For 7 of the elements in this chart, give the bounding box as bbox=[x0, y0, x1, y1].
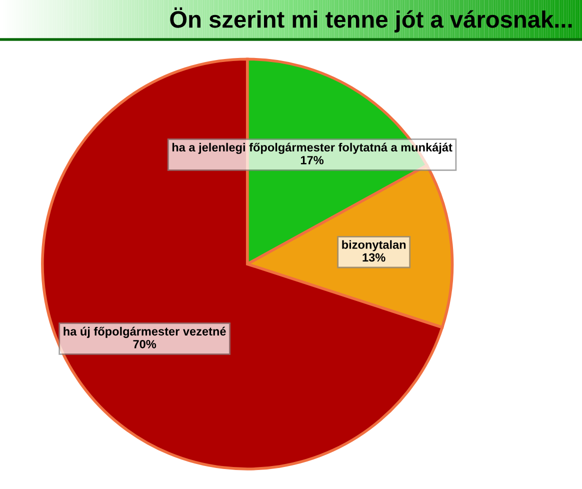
slice-label: ha új főpolgármester vezetné bbox=[64, 326, 226, 338]
slice-label: ha a jelenlegi főpolgármester folytatná a munkáját bbox=[172, 142, 452, 154]
data-label: 70% bbox=[133, 340, 156, 348]
data-label: 17% bbox=[300, 156, 324, 164]
slice-label: bizonytalan bbox=[342, 240, 406, 252]
chart-title: Ön szerint mi tenne jót a városnak... bbox=[170, 7, 572, 32]
data-label: 13% bbox=[362, 253, 386, 262]
